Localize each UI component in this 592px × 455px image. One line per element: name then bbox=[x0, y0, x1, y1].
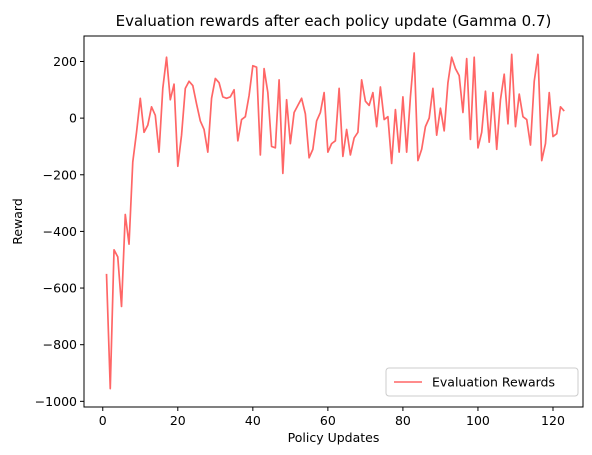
legend: Evaluation Rewards bbox=[385, 367, 579, 397]
series-layer bbox=[105, 52, 565, 390]
chart-title: Evaluation rewards after each policy upd… bbox=[116, 12, 552, 30]
x-tick-label: 100 bbox=[466, 413, 490, 428]
y-tick-label: −200 bbox=[43, 167, 77, 182]
x-tick-label: 0 bbox=[99, 413, 107, 428]
x-tick-label: 80 bbox=[395, 413, 411, 428]
y-axis-label: Reward bbox=[10, 198, 25, 245]
x-axis-label: Policy Updates bbox=[288, 430, 380, 445]
y-tick-label: 0 bbox=[69, 111, 77, 126]
y-axis-ticks: −1000 −800 −600 −400 −200 0 200 bbox=[35, 54, 84, 409]
legend-label: Evaluation Rewards bbox=[432, 375, 555, 390]
x-tick-label: 60 bbox=[320, 413, 336, 428]
y-tick-label: 200 bbox=[53, 54, 77, 69]
y-tick-label: −800 bbox=[43, 337, 77, 352]
series-line bbox=[105, 52, 565, 390]
x-tick-label: 40 bbox=[245, 413, 261, 428]
x-axis-ticks: 0 20 40 60 80 100 120 bbox=[99, 407, 565, 428]
x-tick-label: 20 bbox=[170, 413, 186, 428]
y-tick-label: −1000 bbox=[35, 394, 77, 409]
legend-box bbox=[385, 367, 579, 397]
plot-area bbox=[83, 35, 584, 408]
y-tick-label: −600 bbox=[43, 281, 77, 296]
y-tick-label: −400 bbox=[43, 224, 77, 239]
x-tick-label: 120 bbox=[541, 413, 565, 428]
